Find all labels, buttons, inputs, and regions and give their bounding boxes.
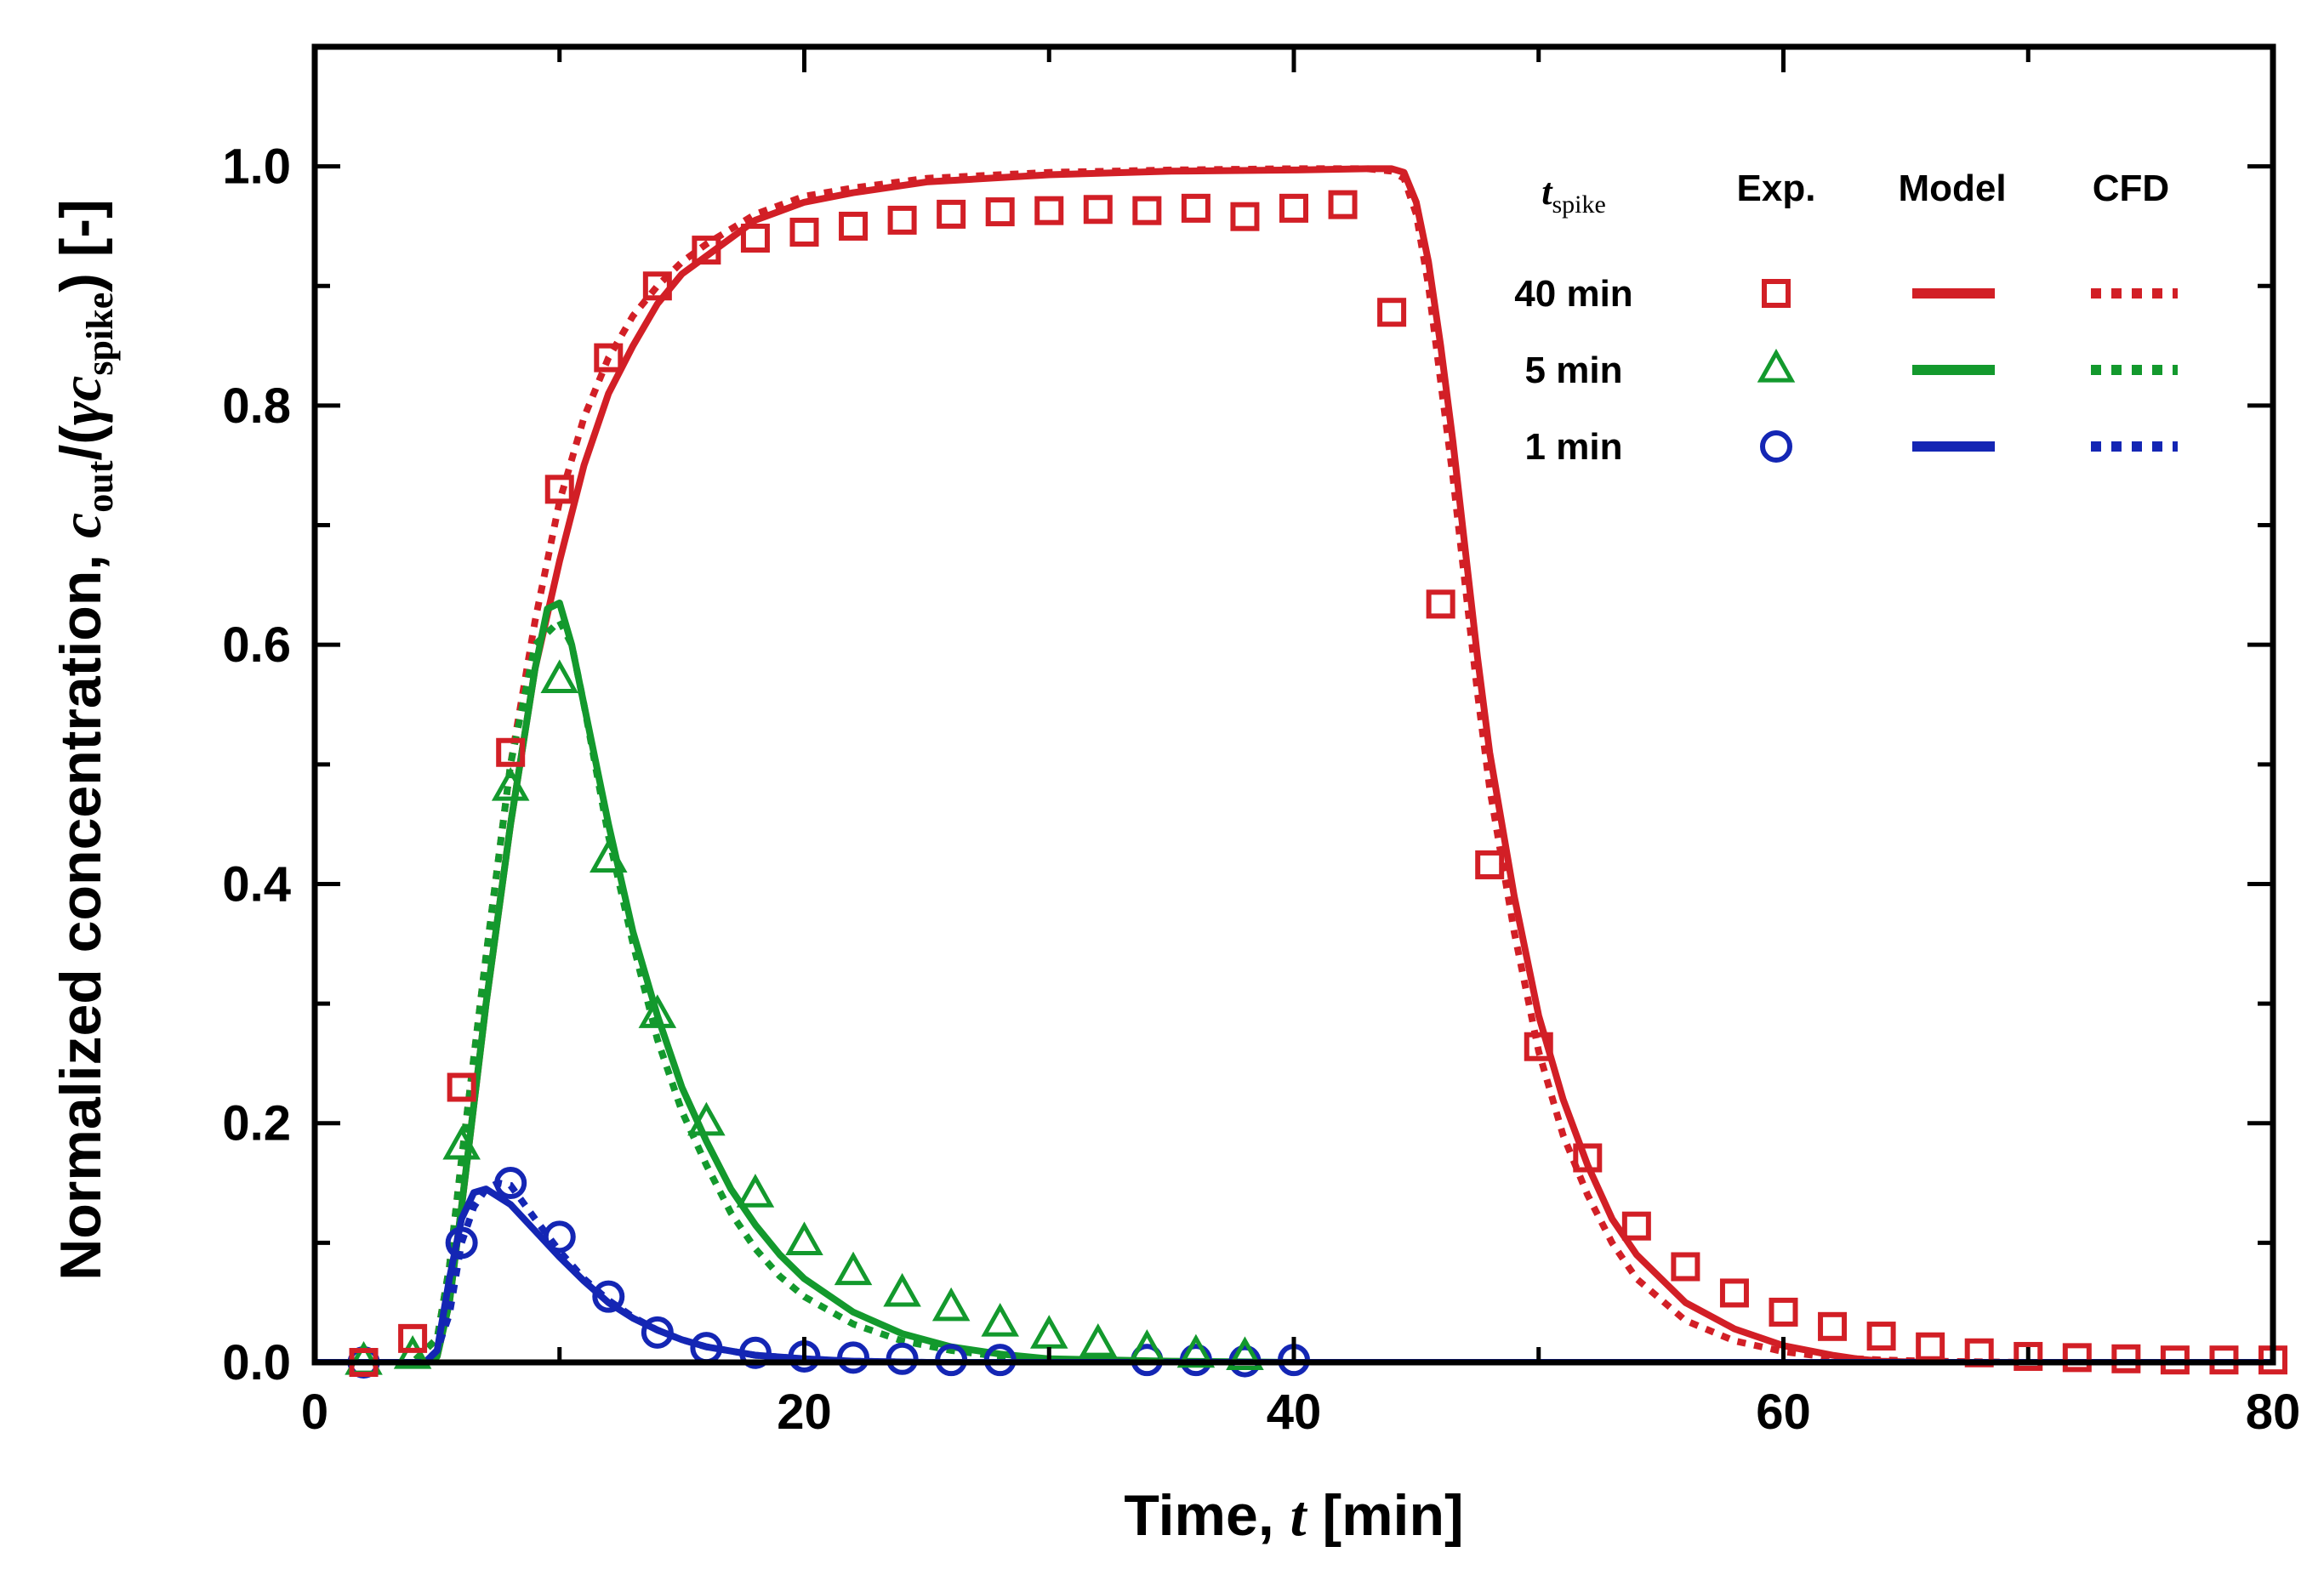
exp-point-5min (1226, 1336, 1264, 1371)
exp-point-5min (834, 1251, 873, 1286)
exp-point-40min (1524, 1032, 1553, 1061)
legend-header-exp: Exp. (1737, 168, 1816, 209)
exp-point-5min (931, 1287, 971, 1322)
exp-point-40min (937, 199, 966, 229)
exp-point-40min (839, 211, 869, 241)
exp-point-1min (886, 1342, 919, 1375)
y-tick-label: 0.0 (222, 1335, 291, 1390)
legend-header-cfd: CFD (2093, 168, 2169, 209)
plot-frame (311, 43, 2276, 1366)
cfd-line-5min (315, 615, 2273, 1362)
exp-point-40min (1916, 1332, 1945, 1362)
legend-marks (1757, 279, 2178, 463)
exp-point-40min (1671, 1252, 1700, 1282)
exp-point-5min (393, 1335, 432, 1369)
y-tick-label: 0.6 (222, 617, 291, 673)
legend-label-5min: 5 min (1525, 350, 1623, 391)
exp-point-40min (1769, 1297, 1798, 1327)
exp-point-1min (837, 1341, 870, 1374)
exp-point-40min (1866, 1322, 1896, 1351)
y-tick-label: 1.0 (222, 139, 291, 195)
exp-point-40min (594, 343, 624, 372)
exp-point-40min (544, 475, 574, 504)
x-axis-title: Time, t [min] (1124, 1483, 1463, 1548)
exp-point-40min (1426, 589, 1455, 619)
exp-point-5min (1176, 1333, 1216, 1368)
exp-point-1min (445, 1226, 478, 1259)
exp-point-5min (687, 1101, 726, 1136)
exp-point-40min (1573, 1143, 1603, 1173)
exp-point-40min (985, 197, 1015, 227)
exp-point-40min (740, 224, 770, 253)
legend-marker-40min (1762, 279, 1791, 308)
exp-point-40min (1230, 202, 1260, 231)
cfd-line-1min (315, 1179, 2273, 1362)
y-tick-label: 0.8 (222, 378, 291, 434)
exp-point-40min (1181, 193, 1210, 223)
exp-point-40min (398, 1323, 428, 1353)
exp-point-40min (1377, 298, 1407, 327)
exp-point-5min (981, 1303, 1019, 1337)
legend-label-40min: 40 min (1514, 273, 1632, 315)
exp-point-5min (491, 767, 530, 801)
exp-point-1min (543, 1220, 576, 1254)
model-line-1min (315, 1186, 2273, 1362)
x-tick-label: 40 (1267, 1385, 1322, 1440)
exp-point-40min (692, 236, 721, 265)
exp-point-40min (1132, 196, 1162, 225)
tick-labels: 0 20 40 60 80 0.0 0.2 0.4 0.6 0.8 1.0 (222, 139, 2300, 1440)
exp-point-40min (887, 205, 917, 235)
exp-point-40min (789, 217, 819, 247)
y-tick-label: 0.4 (222, 856, 291, 912)
exp-point-40min (1719, 1278, 1749, 1308)
exp-point-5min (736, 1174, 775, 1208)
y-axis-title: Normalized concentration, cout/(γcspike)… (48, 199, 121, 1280)
exp-point-5min (883, 1272, 921, 1307)
exp-point-40min (1083, 195, 1113, 225)
cfd-line-40min (315, 165, 2273, 1362)
exp-point-5min (1029, 1315, 1068, 1349)
exp-point-1min (494, 1167, 527, 1200)
plot-content (315, 165, 2287, 1379)
axes-ticks (312, 47, 2276, 1365)
exp-point-40min (1328, 190, 1358, 219)
legend-header-model: Model (1898, 168, 2006, 209)
exp-point-1min (641, 1316, 674, 1349)
x-tick-label: 0 (301, 1385, 328, 1440)
exp-point-5min (638, 994, 677, 1028)
exp-point-40min (1818, 1311, 1848, 1341)
exp-point-40min (1279, 193, 1308, 223)
exp-point-1min (592, 1280, 625, 1313)
x-tick-label: 60 (1756, 1385, 1811, 1440)
exp-point-40min (1475, 850, 1505, 879)
exp-point-40min (496, 737, 526, 767)
legend: tspike Exp. Model CFD 40 min 5 min 1 min (1514, 168, 2178, 468)
markers (345, 190, 2287, 1379)
x-tick-label: 20 (777, 1385, 832, 1440)
y-tick-label: 0.2 (222, 1096, 291, 1151)
exp-point-40min (2014, 1341, 2043, 1371)
exp-point-5min (1079, 1322, 1118, 1357)
exp-point-40min (2111, 1344, 2141, 1373)
legend-marker-5min (1757, 349, 1796, 383)
legend-label-1min: 1 min (1525, 426, 1623, 468)
exp-point-40min (2062, 1343, 2092, 1373)
legend-marker-1min (1760, 430, 1792, 463)
model-line-5min (315, 600, 2273, 1362)
exp-point-5min (540, 659, 579, 694)
exp-point-1min (738, 1336, 772, 1369)
exp-point-40min (447, 1072, 476, 1102)
exp-point-40min (1621, 1211, 1651, 1241)
legend-header-tspike: tspike (1541, 171, 1606, 219)
exp-point-40min (1034, 196, 1064, 225)
exp-point-5min (442, 1125, 481, 1160)
exp-point-5min (590, 839, 628, 873)
exp-point-5min (785, 1221, 823, 1256)
exp-point-40min (642, 271, 672, 301)
x-tick-label: 80 (2246, 1385, 2301, 1440)
